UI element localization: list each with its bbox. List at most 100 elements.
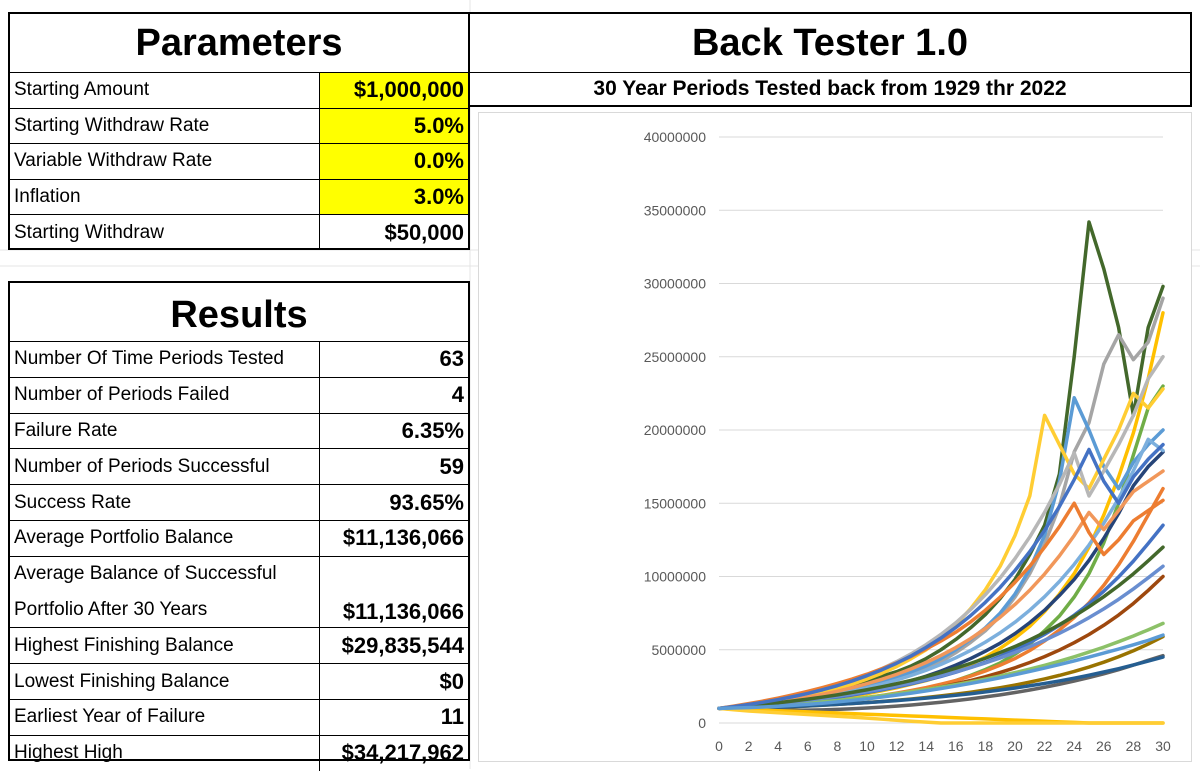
parameter-row: Starting Amount $1,000,000: [10, 72, 468, 108]
series-line-23: [717, 633, 1165, 711]
parameter-label[interactable]: Starting Withdraw: [10, 215, 320, 250]
x-tick-label: 20: [1007, 738, 1023, 754]
result-row: Highest Finishing Balance $29,835,544: [10, 627, 468, 664]
parameter-label[interactable]: Starting Withdraw Rate: [10, 108, 320, 144]
x-tick-label: 16: [948, 738, 964, 754]
parameter-row: Inflation 3.0%: [10, 178, 468, 215]
y-tick-label: 20000000: [644, 422, 707, 438]
result-value[interactable]: $0: [439, 668, 464, 694]
x-tick-label: 8: [834, 738, 842, 754]
result-label-text: Highest High: [14, 742, 123, 764]
chart-area: 0 5000000 10000000 15000000 20000000 25000000…: [478, 112, 1192, 762]
result-value[interactable]: 59: [439, 453, 464, 479]
series-line-17: [717, 706, 1165, 725]
result-label-text: Lowest Finishing Balance: [14, 670, 230, 692]
parameter-row: Starting Withdraw $50,000: [10, 214, 468, 250]
result-row: Success Rate 93.65%: [10, 484, 468, 520]
parameter-row: Variable Withdraw Rate 0.0%: [10, 143, 468, 179]
result-row: Earliest Year of Failure 11: [10, 699, 468, 735]
parameter-row: Starting Withdraw Rate 5.0%: [10, 107, 468, 144]
result-label[interactable]: Earliest Year of Failure: [10, 700, 320, 735]
result-row: Number of Periods Successful 59: [10, 448, 468, 485]
x-tick-label: 30: [1155, 738, 1171, 754]
parameter-label-text: Starting Amount: [14, 79, 150, 101]
result-label[interactable]: Number of Periods Failed: [10, 377, 320, 413]
result-row: Highest High $34,217,962: [10, 734, 468, 771]
parameter-label-text: Inflation: [14, 186, 81, 208]
series-line-6: [717, 450, 1165, 711]
result-label-text: Success Rate: [14, 491, 132, 513]
y-tick-label: 35000000: [644, 202, 707, 218]
x-tick-label: 18: [978, 738, 994, 754]
parameter-label-text: Starting Withdraw Rate: [14, 114, 210, 136]
y-tick-label: 40000000: [644, 129, 707, 145]
result-value[interactable]: 93.65%: [389, 489, 464, 515]
parameter-value[interactable]: 0.0%: [320, 144, 468, 179]
x-tick-label: 26: [1096, 738, 1112, 754]
result-value[interactable]: 6.35%: [401, 417, 464, 443]
result-row: Lowest Finishing Balance $0: [10, 663, 468, 699]
result-label[interactable]: Average Balance of Successful Portfolio A…: [10, 556, 320, 628]
x-tick-label: 10: [859, 738, 875, 754]
x-tick-label: 6: [804, 738, 812, 754]
results-table: Results Number Of Time Periods Tested 63 N…: [8, 281, 470, 771]
x-tick-label: 2: [745, 738, 753, 754]
result-row: Average Balance of Successful Portfolio A…: [10, 555, 468, 628]
result-row: Failure Rate 6.35%: [10, 412, 468, 449]
result-value[interactable]: $29,835,544: [341, 632, 464, 658]
x-tick-label: 4: [774, 738, 782, 754]
x-tick-label: 12: [889, 738, 905, 754]
portfolio-balance-chart: 0 5000000 10000000 15000000 20000000 25000000…: [644, 129, 1171, 754]
parameter-label[interactable]: Inflation: [10, 179, 320, 215]
result-label-text: Number of Periods Failed: [14, 384, 230, 406]
parameter-label[interactable]: Starting Amount: [10, 73, 320, 108]
parameter-value[interactable]: 5.0%: [320, 108, 468, 144]
parameter-value[interactable]: 3.0%: [320, 179, 468, 215]
parameters-table: Parameters Starting Amount $1,000,000 Star…: [8, 12, 470, 250]
y-tick-label: 25000000: [644, 349, 707, 365]
x-tick-label: 22: [1037, 738, 1053, 754]
result-label-text: Average Portfolio Balance: [14, 527, 234, 549]
result-row: Number Of Time Periods Tested 63: [10, 341, 468, 377]
result-value[interactable]: $11,136,066: [342, 599, 464, 625]
series-line-22: [717, 442, 1165, 711]
series-line-16: [717, 706, 1165, 725]
result-label-text: Highest Finishing Balance: [14, 634, 234, 656]
result-label-text: Failure Rate: [14, 419, 118, 441]
x-tick-label: 28: [1126, 738, 1142, 754]
y-tick-label: 15000000: [644, 495, 707, 511]
parameter-value[interactable]: $1,000,000: [320, 73, 468, 108]
x-tick-label: 14: [918, 738, 934, 754]
result-label[interactable]: Failure Rate: [10, 413, 320, 449]
y-tick-label: 30000000: [644, 276, 707, 292]
series-line-12: [717, 437, 1165, 711]
parameter-label[interactable]: Variable Withdraw Rate: [10, 144, 320, 179]
result-value[interactable]: 11: [440, 704, 464, 730]
result-label[interactable]: Number Of Time Periods Tested: [10, 342, 320, 377]
result-label[interactable]: Number of Periods Successful: [10, 449, 320, 485]
series-line-20: [717, 545, 1165, 711]
result-row: Average Portfolio Balance $11,136,066: [10, 520, 468, 556]
x-tick-label: 0: [715, 738, 723, 754]
result-label-text: Number of Periods Successful: [14, 455, 270, 477]
result-value[interactable]: 63: [439, 346, 464, 372]
backtester-subtitle: 30 Year Periods Tested back from 1929 th…: [470, 72, 1190, 105]
result-value[interactable]: $34,217,962: [341, 740, 464, 766]
parameter-label-text: Starting Withdraw: [14, 221, 164, 243]
backtester-title: Back Tester 1.0: [691, 22, 969, 64]
y-tick-label: 5000000: [651, 642, 706, 658]
result-value[interactable]: $11,136,066: [342, 525, 464, 551]
result-label[interactable]: Lowest Finishing Balance: [10, 664, 320, 699]
result-label-text: Earliest Year of Failure: [14, 706, 206, 728]
result-label[interactable]: Highest Finishing Balance: [10, 628, 320, 664]
result-value[interactable]: 4: [451, 382, 464, 408]
y-tick-label: 10000000: [644, 569, 707, 585]
result-label[interactable]: Highest High: [10, 735, 320, 771]
parameter-value[interactable]: $50,000: [384, 219, 464, 245]
parameter-label-text: Variable Withdraw Rate: [14, 150, 213, 172]
result-label[interactable]: Success Rate: [10, 485, 320, 520]
result-label[interactable]: Average Portfolio Balance: [10, 521, 320, 556]
backtester-header: Back Tester 1.0 30 Year Periods Tested b…: [470, 12, 1192, 107]
result-row: Number of Periods Failed 4: [10, 376, 468, 413]
result-label-text: Average Balance of Successful: [14, 563, 277, 585]
